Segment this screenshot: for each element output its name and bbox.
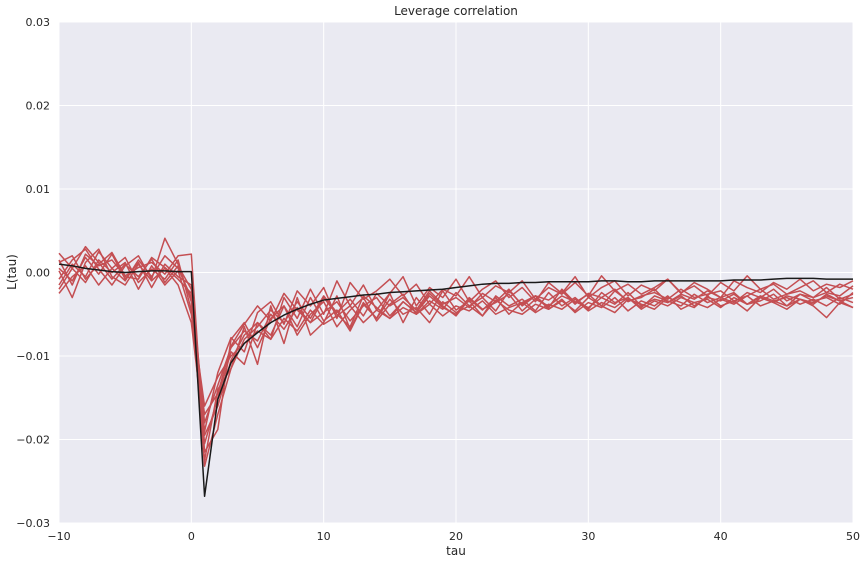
chart-title: Leverage correlation (394, 4, 518, 18)
reference-series-line (58, 263, 853, 498)
y-tick-label: 0.02 (26, 100, 51, 113)
y-tick-label: −0.03 (16, 517, 50, 530)
y-tick-label: −0.02 (16, 434, 50, 447)
y-axis-label: L(tau) (5, 254, 19, 290)
x-tick-label: 50 (846, 530, 860, 543)
x-tick-label: 30 (581, 530, 595, 543)
sample-series-line (58, 259, 854, 416)
x-tick-label: −10 (47, 530, 70, 543)
x-tick-labels: −10 0 10 20 30 40 50 (47, 530, 860, 543)
y-tick-label: 0.01 (26, 183, 51, 196)
series-layer (58, 237, 854, 498)
x-tick-label: 40 (714, 530, 728, 543)
y-tick-labels: −0.03 −0.02 −0.01 0.00 0.01 0.02 0.03 (16, 16, 50, 530)
sample-series-line (58, 253, 854, 424)
x-tick-label: 10 (317, 530, 331, 543)
y-tick-label: −0.01 (16, 350, 50, 363)
grid (58, 21, 854, 524)
sample-series-line (58, 248, 854, 437)
y-tick-label: 0.00 (26, 267, 51, 280)
x-axis-label: tau (446, 544, 466, 558)
x-tick-label: 20 (449, 530, 463, 543)
sample-series-line (58, 253, 854, 432)
x-tick-label: 0 (188, 530, 195, 543)
y-tick-label: 0.03 (26, 16, 51, 29)
